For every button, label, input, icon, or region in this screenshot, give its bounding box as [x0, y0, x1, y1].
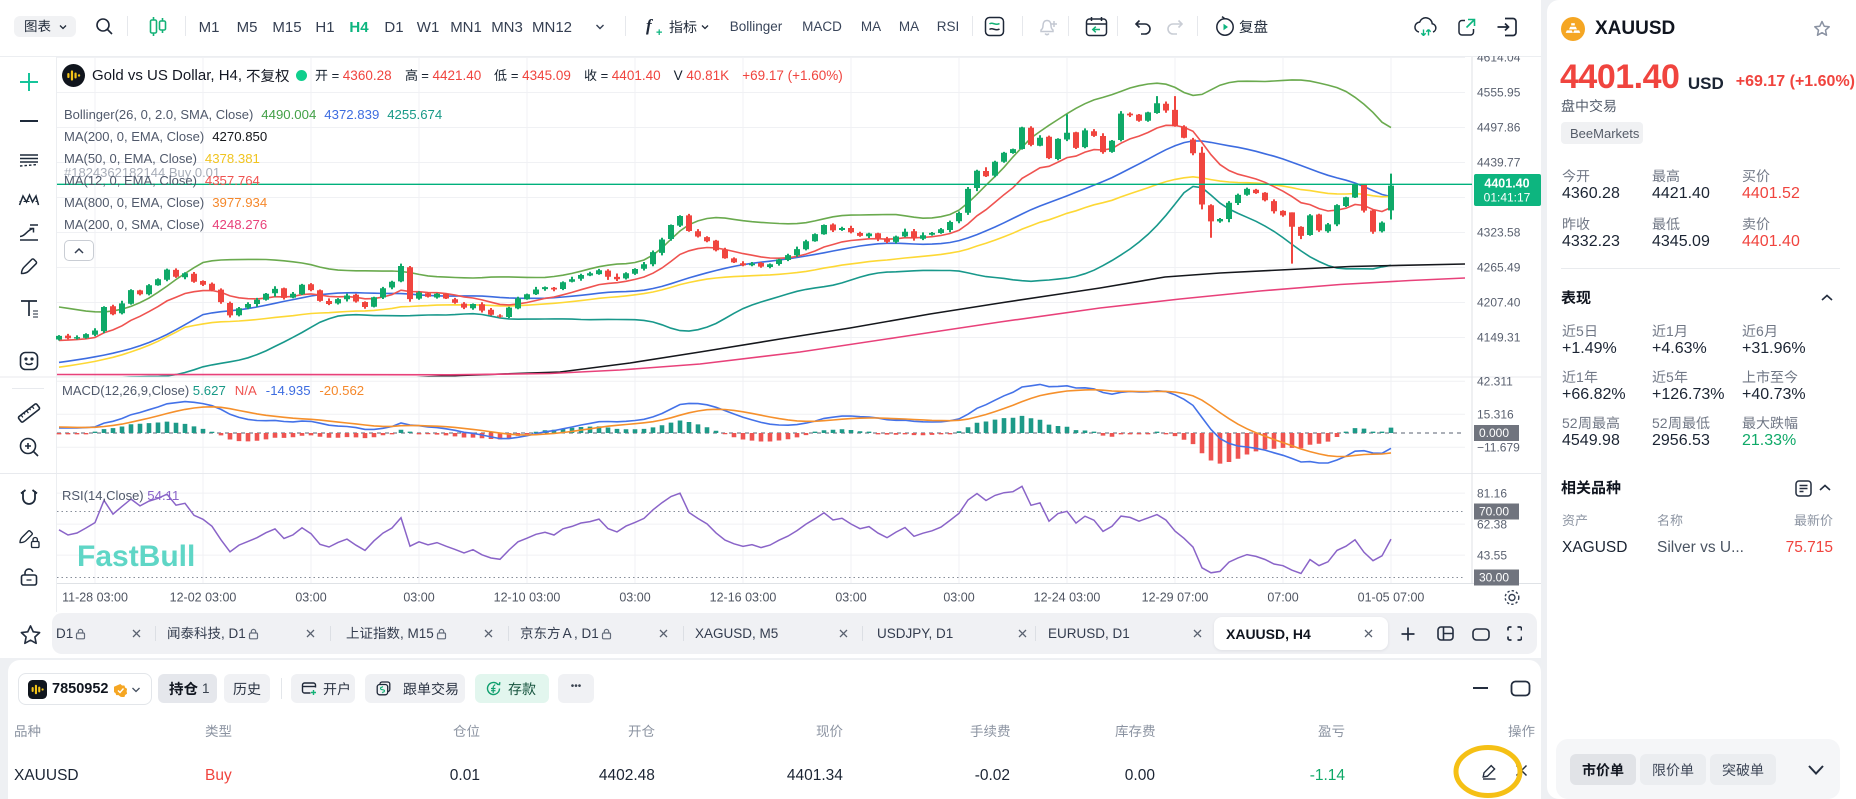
svg-text:FastBull: FastBull	[77, 540, 195, 573]
svg-text:4497.86: 4497.86	[1477, 121, 1521, 135]
svg-text:15.316: 15.316	[1477, 408, 1514, 422]
svg-text:70.00: 70.00	[1479, 505, 1509, 519]
svg-text:12-02 03:00: 12-02 03:00	[170, 591, 237, 605]
svg-text:03:00: 03:00	[619, 591, 650, 605]
svg-text:4265.49: 4265.49	[1477, 261, 1521, 275]
svg-text:12-29 07:00: 12-29 07:00	[1142, 591, 1209, 605]
svg-text:07:00: 07:00	[1267, 591, 1298, 605]
svg-text:4149.31: 4149.31	[1477, 331, 1521, 345]
svg-text:4439.77: 4439.77	[1477, 156, 1521, 170]
svg-text:30.00: 30.00	[1479, 571, 1509, 585]
svg-text:4323.58: 4323.58	[1477, 226, 1521, 240]
svg-text:4401.40: 4401.40	[1484, 177, 1529, 191]
svg-text:12-10 03:00: 12-10 03:00	[494, 591, 561, 605]
svg-text:62.38: 62.38	[1477, 517, 1507, 531]
svg-text:42.311: 42.311	[1477, 375, 1513, 389]
svg-text:03:00: 03:00	[943, 591, 974, 605]
svg-text:12-16 03:00: 12-16 03:00	[710, 591, 777, 605]
svg-text:03:00: 03:00	[835, 591, 866, 605]
svg-text:0.000: 0.000	[1479, 426, 1509, 440]
svg-text:01:41:17: 01:41:17	[1484, 191, 1531, 205]
svg-text:43.55: 43.55	[1477, 548, 1507, 562]
svg-text:12-24 03:00: 12-24 03:00	[1034, 591, 1101, 605]
svg-text:4614.04: 4614.04	[1477, 56, 1521, 65]
svg-text:03:00: 03:00	[295, 591, 326, 605]
svg-text:−11.679: −11.679	[1477, 441, 1520, 455]
svg-text:4555.95: 4555.95	[1477, 86, 1521, 100]
svg-text:01-05 07:00: 01-05 07:00	[1358, 591, 1425, 605]
svg-text:4207.40: 4207.40	[1477, 296, 1521, 310]
svg-text:03:00: 03:00	[403, 591, 434, 605]
svg-text:11-28 03:00: 11-28 03:00	[62, 591, 128, 605]
svg-text:81.16: 81.16	[1477, 486, 1507, 500]
